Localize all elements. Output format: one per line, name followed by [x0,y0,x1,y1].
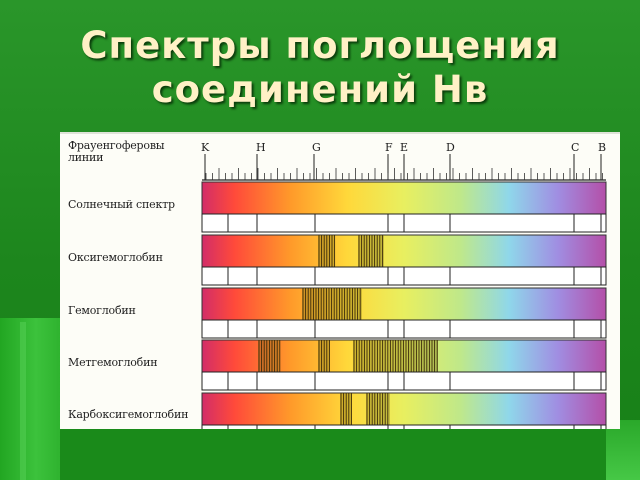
line-letter-d: D [446,141,455,154]
row-label-solar: Солнечный спектр [68,198,175,211]
fraunhofer-label-line-1: Фрауенгоферовы [68,139,165,152]
spectrum-bands [201,181,607,429]
slide-title: Спектры поглощения соединений Нв [0,24,640,112]
row-label-carboxyhemoglobin: Карбоксигемоглобин [68,408,189,421]
line-letter-k: K [201,141,210,154]
line-letter-b: B [598,141,607,154]
line-letter-c: C [571,141,580,154]
title-line-1: Спектры поглощения [80,24,560,67]
row-label-methemoglobin: Метгемоглобин [68,356,158,369]
fraunhofer-scale [202,154,606,181]
spectra-drawing [201,154,607,429]
line-letter-f: F [385,141,393,154]
spectrum-band [201,287,607,321]
line-letter-h: H [256,141,266,154]
decorative-left-stripe [20,322,26,480]
row-label-hemoglobin: Гемоглобин [68,304,136,317]
absorption-spectra-figure: Фрауенгоферовы линии K H G F E D C B Сол… [60,132,620,429]
decorative-bottom-block [60,426,620,480]
spectrum-band [201,392,607,426]
spectrum-band [201,181,607,215]
fraunhofer-label-line-2: линии [68,151,104,164]
line-letter-e: E [400,141,409,154]
decorative-left-block [0,318,60,480]
decorative-right-block [606,420,640,480]
line-letter-g: G [312,141,321,154]
row-label-oxyhemoglobin: Оксигемоглобин [68,251,163,264]
fraunhofer-lines-label: Фрауенгоферовы линии [68,139,165,164]
title-line-2: соединений Нв [151,68,489,111]
spectrum-band [201,234,607,268]
